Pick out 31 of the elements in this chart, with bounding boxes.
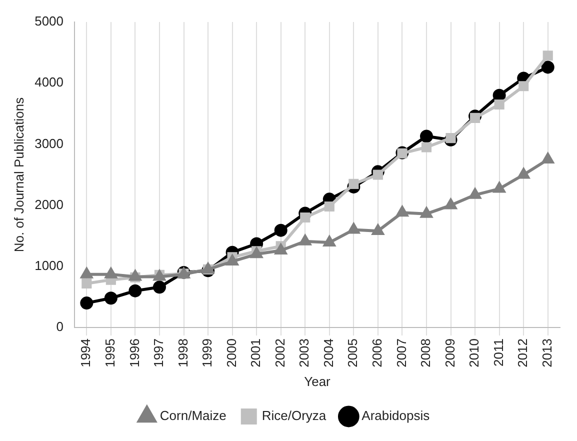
x-tick-label: 2002 — [272, 338, 288, 368]
y-tick-label: 2000 — [34, 196, 64, 212]
y-tick-label: 4000 — [34, 74, 64, 90]
x-tick-label: 1994 — [78, 338, 94, 368]
x-tick-label: 2008 — [418, 338, 434, 368]
legend-label: Rice/Oryza — [262, 408, 327, 424]
y-axis-title: No. of Journal Publications — [11, 96, 26, 252]
x-tick-label: 2001 — [248, 338, 264, 368]
y-tick-label: 1000 — [34, 258, 64, 273]
x-tick-label: 2000 — [224, 338, 239, 368]
x-tick-label: 2006 — [370, 338, 385, 368]
x-tick-label: 2012 — [515, 338, 530, 368]
y-tick-label: 5000 — [34, 14, 64, 29]
y-tick-label: 0 — [56, 319, 64, 334]
x-tick-label: 1997 — [151, 338, 166, 368]
legend-label: Arabidopsis — [362, 408, 430, 424]
x-tick-label: 2003 — [296, 338, 312, 368]
x-tick-label: 1996 — [126, 338, 142, 368]
x-tick-label: 2011 — [490, 338, 506, 366]
x-tick-label: 2004 — [320, 338, 336, 368]
x-tick-label: 2009 — [442, 338, 458, 368]
legend-label: Corn/Maize — [160, 408, 226, 424]
x-axis-title: Year — [304, 374, 332, 389]
x-tick-label: 1999 — [200, 338, 215, 368]
x-tick-label: 2010 — [466, 338, 482, 368]
x-tick-label: 2013 — [539, 338, 554, 368]
x-tick-label: 1995 — [102, 338, 118, 368]
x-tick-label: 2005 — [345, 338, 360, 368]
x-tick-label: 1998 — [175, 338, 190, 368]
y-tick-label: 3000 — [34, 136, 64, 151]
x-tick-label: 2007 — [394, 338, 409, 368]
